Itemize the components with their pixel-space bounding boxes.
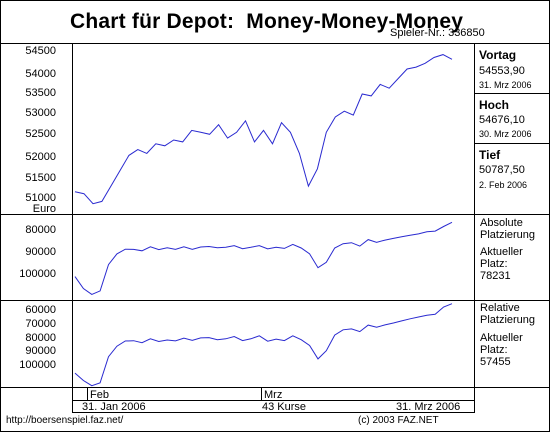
player-number: Spieler-Nr.: 336850: [390, 27, 485, 39]
box-divider-1: [474, 93, 549, 94]
month-divider-feb: [87, 387, 88, 400]
month-divider-mrz: [261, 387, 262, 400]
tick-label: 90000: [25, 246, 56, 258]
rel-sub-2: Platz:: [480, 344, 508, 356]
panel-divider-3: [0, 387, 549, 388]
tick-label: 54000: [25, 68, 56, 80]
plot-left-axis: [72, 43, 73, 412]
tick-label: 90000: [25, 345, 56, 357]
footer-axis-divider: [72, 400, 475, 401]
footer-bottom-line: [72, 412, 475, 413]
end-date: 31. Mrz 2006: [396, 401, 461, 413]
relative-rank-line: [74, 303, 453, 387]
abs-title-2: Platzierung: [480, 229, 536, 241]
vortag-value: 54553,90: [479, 65, 525, 77]
box-divider-2: [474, 143, 549, 144]
tick-label: 53000: [25, 107, 56, 119]
tick-label: 52000: [25, 151, 56, 163]
start-date: 31. Jan 2006: [82, 401, 146, 413]
hoch-date: 30. Mrz 2006: [479, 129, 532, 139]
tick-label: 51500: [25, 172, 56, 184]
copyright: (c) 2003 FAZ.NET: [358, 415, 439, 426]
plot-right-axis: [474, 43, 475, 412]
hoch-value: 54676,10: [479, 114, 525, 126]
rel-title-1: Relative: [480, 302, 520, 314]
tick-label: 70000: [25, 318, 56, 330]
y-axis-unit: Euro: [32, 203, 56, 215]
abs-sub-1: Aktueller: [480, 246, 523, 258]
abs-place-value: 78231: [480, 270, 511, 282]
rel-title-2: Platzierung: [480, 314, 536, 326]
abs-sub-2: Platz:: [480, 258, 508, 270]
tick-label: 100000: [19, 359, 56, 371]
tick-label: 51000: [25, 192, 56, 204]
tief-label: Tief: [479, 148, 501, 162]
quote-count: 43 Kurse: [262, 401, 307, 413]
tick-label: 52500: [25, 128, 56, 140]
rel-sub-1: Aktueller: [480, 332, 523, 344]
month-label-mrz: Mrz: [264, 389, 283, 401]
tick-label: 60000: [25, 304, 56, 316]
hoch-label: Hoch: [479, 98, 509, 112]
month-label-feb: Feb: [90, 389, 109, 401]
panel-divider-1: [0, 214, 549, 215]
source-url-link[interactable]: http://boersenspiel.faz.net/: [6, 415, 124, 426]
chart-title: Chart für Depot: Money-Money-Money: [70, 10, 464, 33]
tief-value: 50787,50: [479, 164, 525, 176]
vortag-label: Vortag: [479, 48, 517, 62]
panel-divider-2: [0, 300, 549, 301]
absolute-rank-line: [74, 221, 453, 295]
depot-value-line: [74, 54, 453, 205]
tief-date: 2. Feb 2006: [479, 180, 528, 190]
tick-label: 80000: [25, 224, 56, 236]
vortag-date: 31. Mrz 2006: [479, 80, 532, 90]
panel-top-border: [0, 43, 549, 44]
tick-label: 100000: [19, 268, 56, 280]
tick-label: 53500: [25, 87, 56, 99]
tick-label: 80000: [25, 332, 56, 344]
rel-place-value: 57455: [480, 356, 511, 368]
tick-label: 54500: [25, 45, 56, 57]
abs-title-1: Absolute: [480, 217, 523, 229]
